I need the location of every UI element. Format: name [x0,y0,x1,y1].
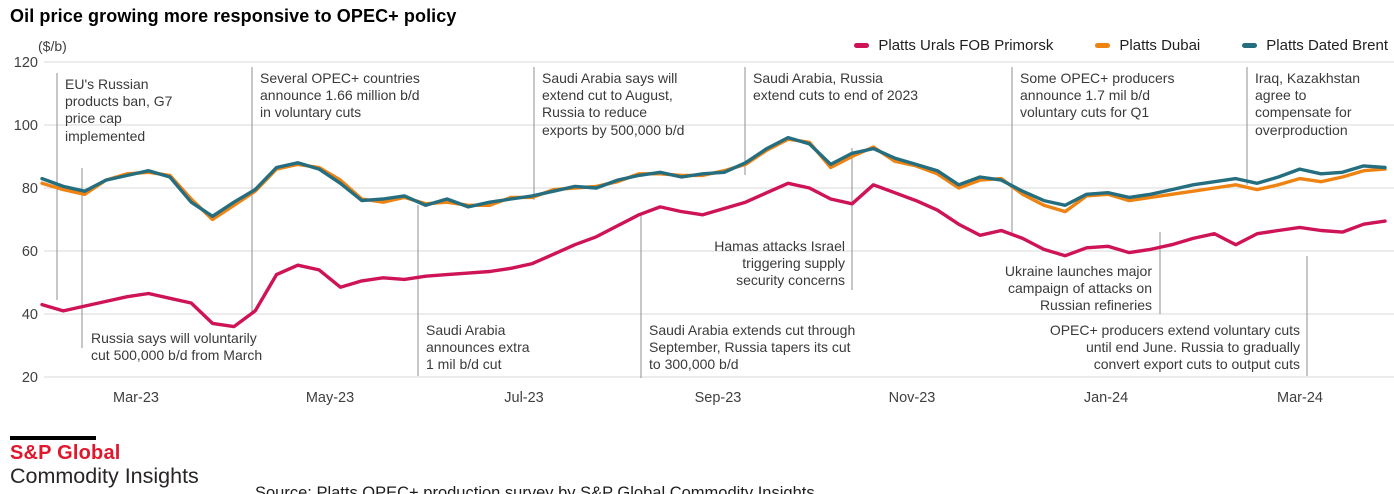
y-axis-unit-label: ($/b) [38,38,67,54]
series-line-platts-dated-brent [40,135,1387,219]
x-tick-label: Jul-23 [504,390,544,406]
x-tick-label: Jan-24 [1084,390,1128,406]
x-tick-label: Nov-23 [889,390,936,406]
urals-line-swatch-icon [854,43,870,48]
x-tick-label: Mar-24 [1277,390,1323,406]
sp-global-logo: S&P Global Commodity Insights [10,436,199,489]
legend-item-urals: Platts Urals FOB Primorsk [854,37,1053,54]
series-line-platts-urals-fob-primorsk [40,181,1387,329]
x-tick-label: May-23 [306,390,354,406]
source-text: Source: Platts OPEC+ production survey b… [255,484,820,494]
y-tick-label: 40 [22,307,38,323]
logo-division-text: Commodity Insights [10,464,199,488]
logo-bar [10,436,96,440]
dubai-line-swatch-icon [1095,43,1111,48]
y-tick-label: 120 [14,55,38,71]
legend-label: Platts Dated Brent [1266,37,1388,54]
source-credit-block: Source: Platts OPEC+ production survey b… [255,436,1006,494]
legend-item-dubai: Platts Dubai [1095,37,1200,54]
legend-label: Platts Urals FOB Primorsk [878,37,1054,54]
y-tick-label: 60 [22,244,38,260]
legend-label: Platts Dubai [1119,37,1201,54]
brent-line-swatch-icon [1242,43,1258,48]
y-tick-label: 20 [22,370,38,386]
chart-legend: Platts Urals FOB Primorsk Platts Dubai P… [854,37,1388,54]
x-tick-label: Sep-23 [695,390,742,406]
footer: S&P Global Commodity Insights Source: Pl… [0,428,1394,494]
series-line-platts-dubai [40,137,1387,222]
legend-item-brent: Platts Dated Brent [1242,37,1388,54]
y-tick-label: 100 [14,118,38,134]
x-tick-label: Mar-23 [113,390,159,406]
line-chart-plot: 120 100 80 60 40 20 ($/b) Mar-23 May-23 Jul-23 Sep… [14,38,1394,406]
logo-brand-text: S&P Global [10,442,121,464]
y-tick-label: 80 [22,181,38,197]
page-title: Oil price growing more responsive to OPE… [10,6,457,26]
